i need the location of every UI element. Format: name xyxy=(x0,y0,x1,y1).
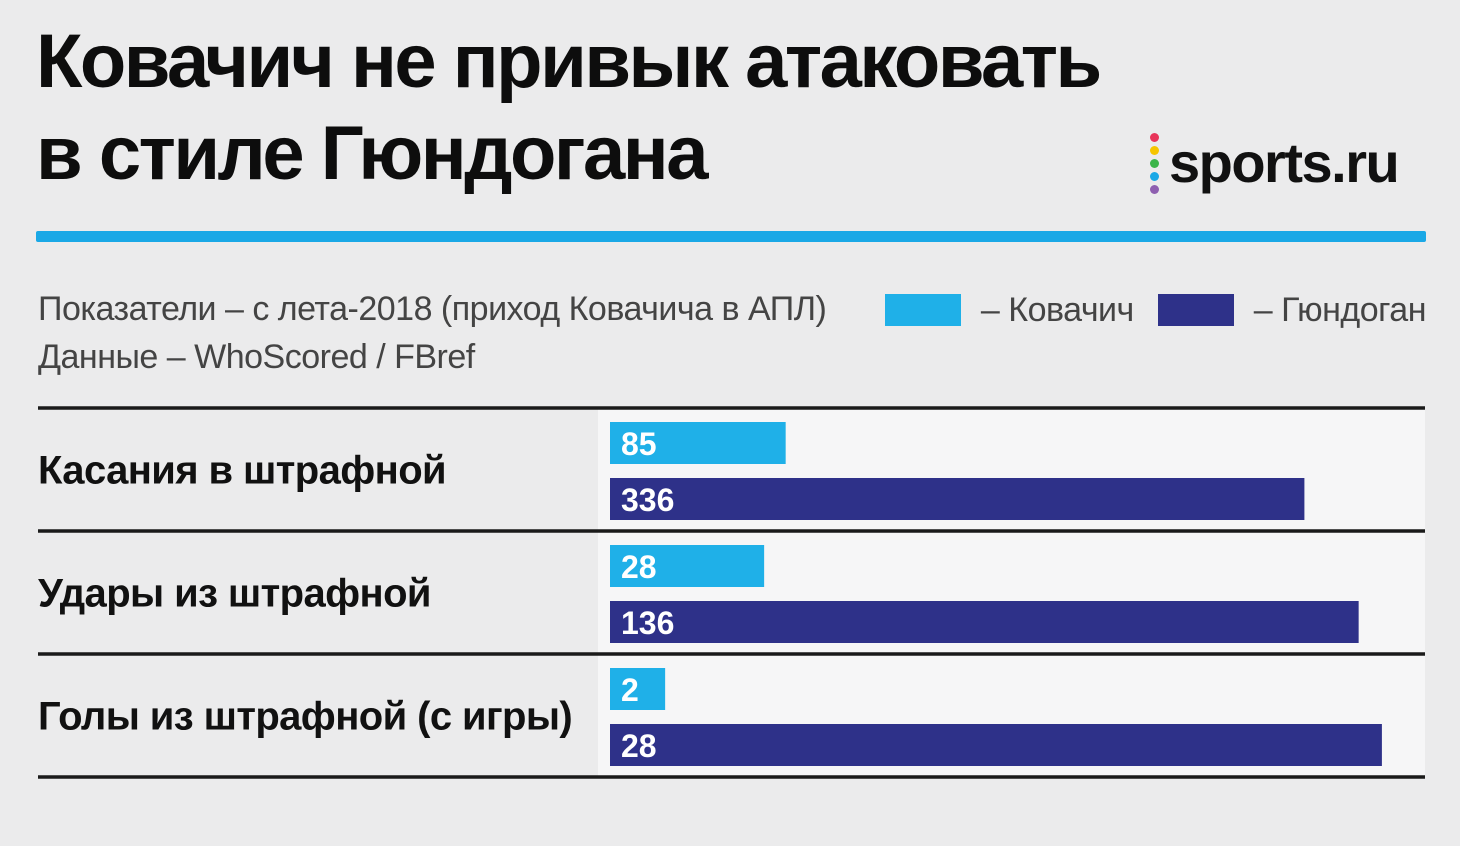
legend-swatch-kovacic xyxy=(884,294,961,326)
logo-dot xyxy=(1150,145,1159,155)
logo-dot xyxy=(1150,184,1159,194)
logo-dot xyxy=(1150,171,1159,181)
chart-title: Ковачич не привык атаковать в стиле Гюнд… xyxy=(36,16,1102,200)
legend-swatch-gundogan xyxy=(1157,294,1234,326)
bar-gundogan xyxy=(610,724,1382,766)
data-label: 85 xyxy=(621,426,657,462)
bar-kovacic xyxy=(610,422,786,464)
title-line-2: в стиле Гюндогана xyxy=(36,111,708,196)
category-label: Голы из штрафной (с игры) xyxy=(38,695,572,739)
category-label: Удары из штрафной xyxy=(38,572,431,616)
data-label: 28 xyxy=(621,549,657,585)
legend: – Ковачич – Гюндоган xyxy=(861,288,1427,332)
sports-ru-logo: sports.ru xyxy=(1150,128,1400,198)
title-line-1: Ковачич не привык атаковать xyxy=(36,19,1102,104)
subtitle-line-1: Показатели – с лета-2018 (приход Ковачич… xyxy=(38,290,827,328)
subtitle: Показатели – с лета-2018 (приход Ковачич… xyxy=(38,285,827,381)
data-label: 336 xyxy=(621,482,674,518)
logo-dots-icon xyxy=(1150,132,1159,194)
legend-item-gundogan: – Гюндоган xyxy=(1157,290,1427,330)
bar-gundogan xyxy=(610,601,1359,643)
legend-item-kovacic: – Ковачич xyxy=(884,290,1134,330)
bar-kovacic xyxy=(610,668,666,710)
data-label: 2 xyxy=(621,672,639,708)
bar-kovacic xyxy=(610,545,765,587)
logo-dot xyxy=(1150,132,1159,142)
legend-label-gundogan: – Гюндоган xyxy=(1253,290,1427,329)
category-label: Касания в штрафной xyxy=(38,449,446,493)
data-label: 28 xyxy=(621,728,657,764)
legend-label-kovacic: – Ковачич xyxy=(980,290,1134,329)
data-label: 136 xyxy=(621,605,674,641)
logo-text: sports.ru xyxy=(1169,131,1400,194)
subtitle-line-2: Данные – WhoScored / FBref xyxy=(38,338,475,376)
accent-divider xyxy=(36,231,1426,242)
logo-dot xyxy=(1150,158,1159,168)
bar-gundogan xyxy=(610,478,1305,520)
